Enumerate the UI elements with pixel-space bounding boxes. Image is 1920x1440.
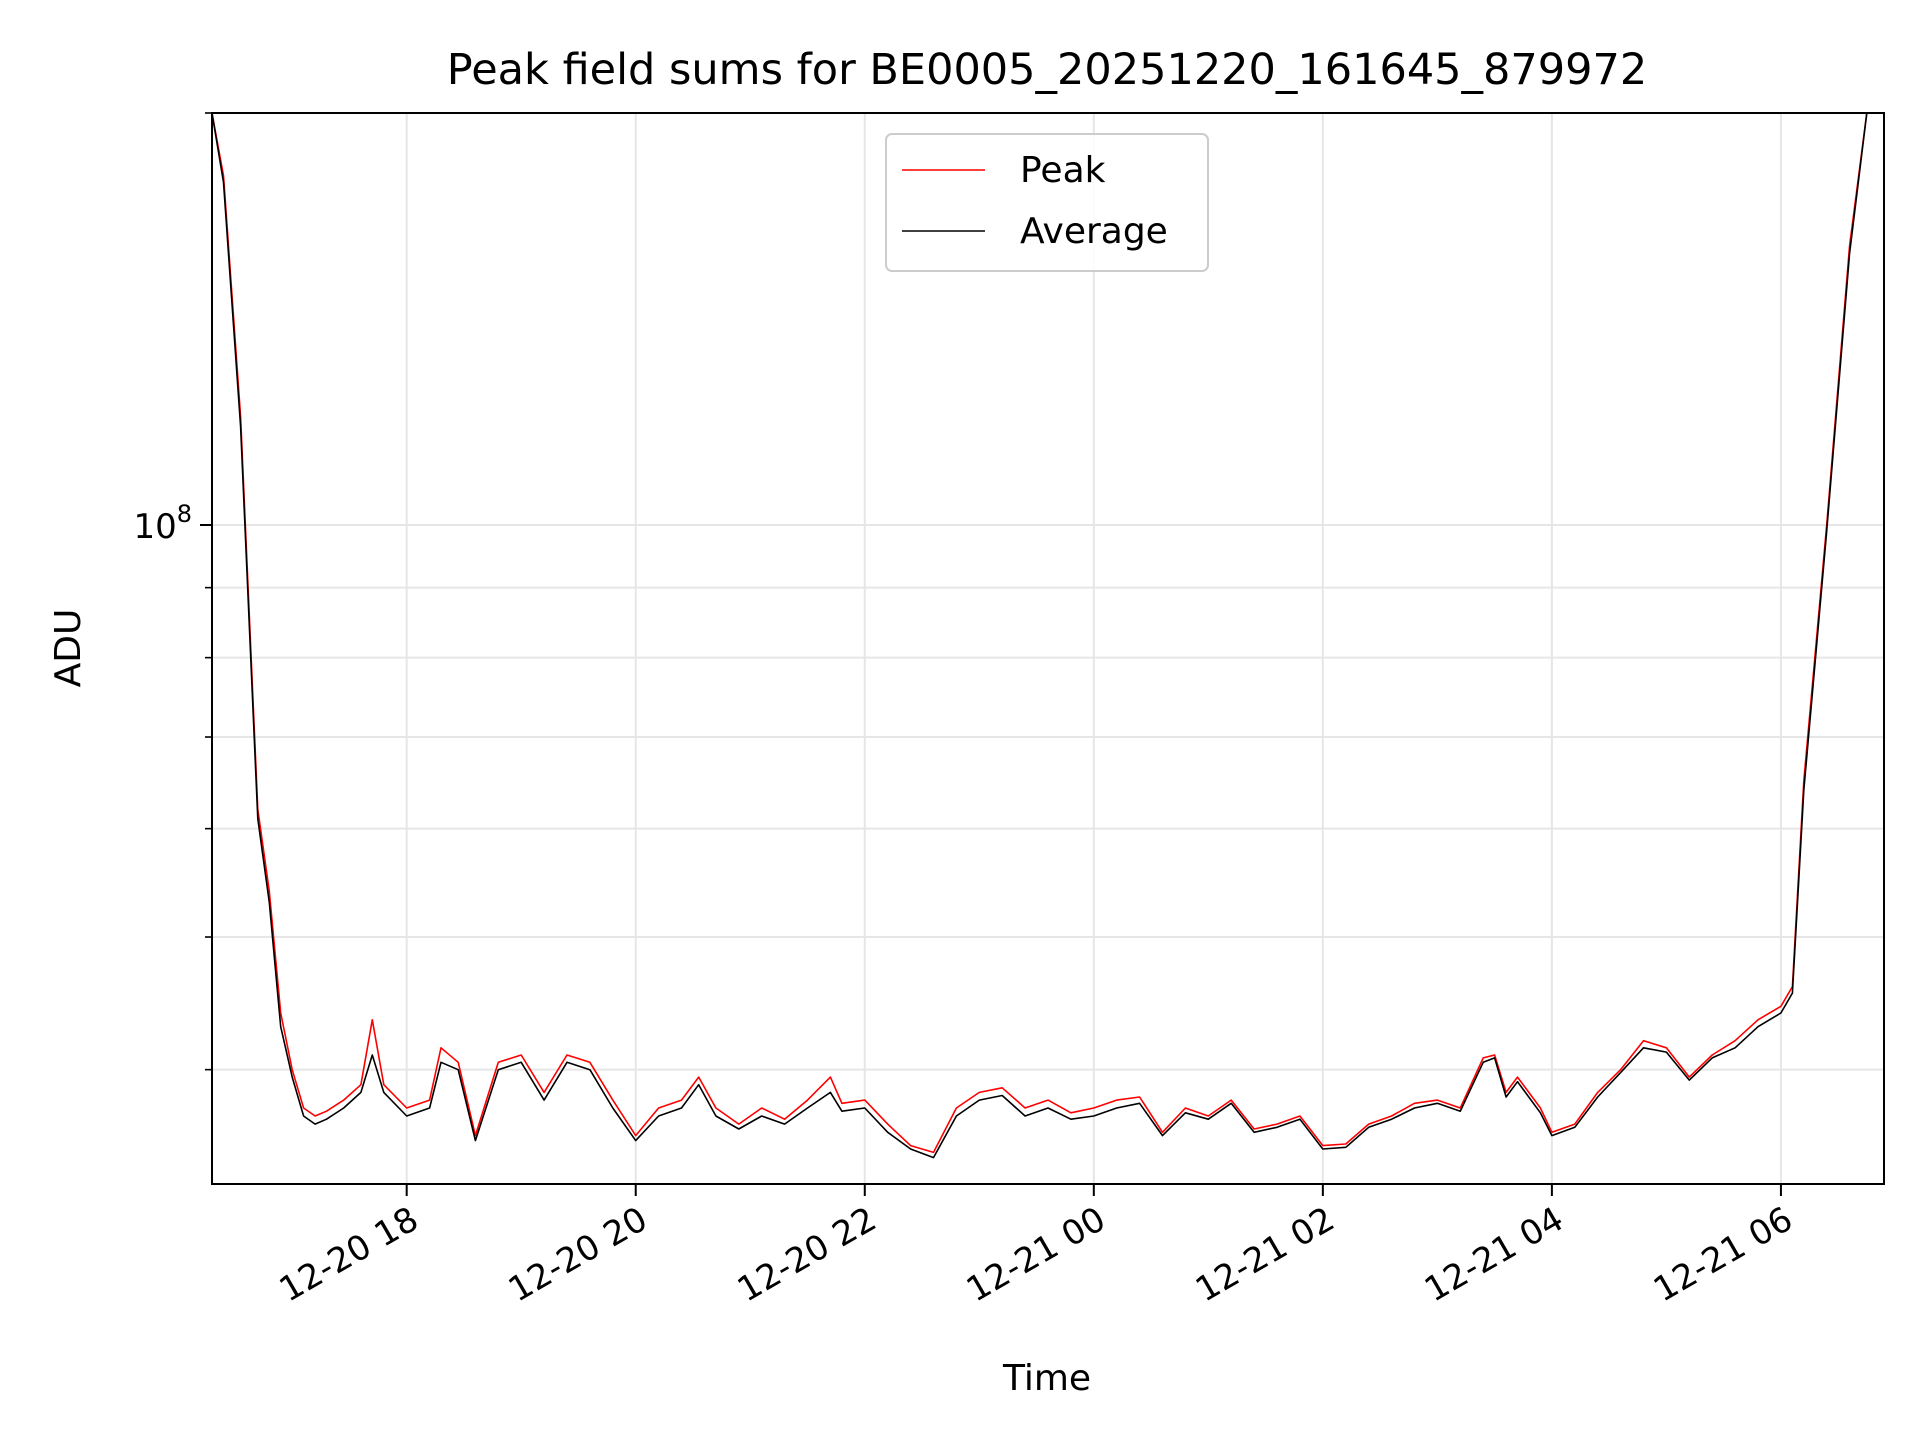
chart-title: Peak field sums for BE0005_20251220_1616…	[447, 45, 1647, 95]
plot-area-frame	[211, 112, 1885, 1185]
plot-series	[211, 112, 1879, 1159]
series-line-average	[211, 112, 1879, 1159]
grid	[212, 112, 1884, 1184]
y-tick-label-exponent: 8	[177, 500, 192, 528]
y-axis-label: ADU	[48, 609, 89, 688]
y-axis-ticks: 108	[133, 112, 212, 1071]
y-tick-label: 108	[133, 500, 192, 547]
x-axis-label: Time	[1002, 1358, 1091, 1399]
legend-box	[885, 133, 1209, 272]
y-tick-label-base: 10	[133, 507, 176, 547]
legend: Peak Average	[885, 133, 1209, 272]
legend-peak-label: Peak	[1020, 150, 1106, 191]
series-line-peak	[211, 112, 1879, 1154]
legend-average-label: Average	[1020, 211, 1168, 252]
